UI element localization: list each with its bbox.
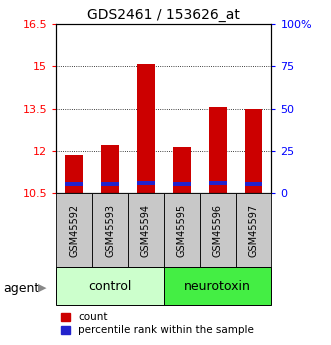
Bar — [92, 193, 128, 267]
Bar — [245, 183, 262, 186]
Bar — [137, 65, 155, 193]
Title: GDS2461 / 153626_at: GDS2461 / 153626_at — [87, 8, 240, 22]
Text: agent: agent — [3, 282, 40, 295]
Legend: count, percentile rank within the sample: count, percentile rank within the sample — [62, 312, 254, 335]
Bar — [101, 183, 119, 186]
Bar — [128, 193, 164, 267]
Bar — [65, 183, 83, 186]
Bar — [164, 193, 200, 267]
Text: GSM45596: GSM45596 — [213, 204, 223, 257]
Text: GSM45597: GSM45597 — [249, 204, 259, 257]
Bar — [209, 181, 227, 185]
Bar — [164, 267, 271, 305]
Bar — [173, 147, 191, 193]
Bar — [245, 109, 262, 193]
Text: GSM45592: GSM45592 — [69, 204, 79, 257]
Bar — [101, 145, 119, 193]
Text: GSM45595: GSM45595 — [177, 204, 187, 257]
Text: control: control — [88, 280, 132, 293]
Bar — [209, 107, 227, 193]
Bar — [200, 193, 236, 267]
Bar — [65, 155, 83, 193]
Text: GSM45593: GSM45593 — [105, 204, 115, 257]
Bar — [173, 183, 191, 186]
Text: GSM45594: GSM45594 — [141, 204, 151, 257]
Bar — [236, 193, 271, 267]
Bar — [56, 267, 164, 305]
Text: neurotoxin: neurotoxin — [184, 280, 251, 293]
Text: ▶: ▶ — [38, 283, 47, 293]
Bar — [137, 181, 155, 185]
Bar — [56, 193, 92, 267]
